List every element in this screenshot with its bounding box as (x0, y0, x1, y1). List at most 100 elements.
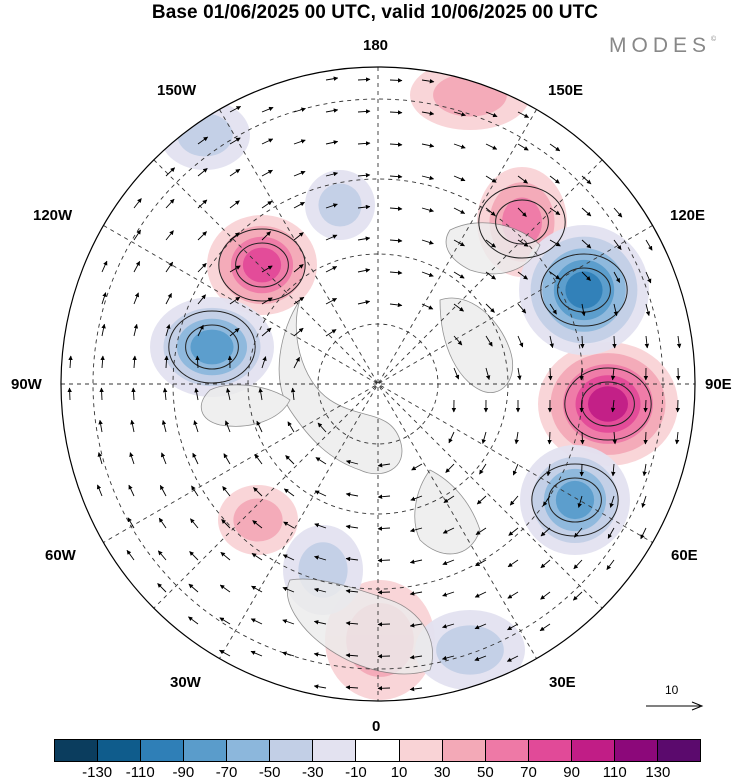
colorbar-tick-label: -90 (172, 764, 195, 781)
wind-vector-arrow (256, 420, 263, 433)
wind-vector-arrow (261, 297, 273, 305)
wind-vector-arrow (540, 527, 551, 537)
wind-vector-arrow (409, 591, 423, 596)
wind-vector-arrow (645, 239, 653, 251)
wind-vector-arrow (282, 586, 295, 593)
wind-vector-arrow (411, 463, 423, 471)
wind-vector-arrow (250, 618, 263, 625)
colorbar-tick-label: 110 (602, 764, 627, 781)
wind-vector-arrow (197, 262, 207, 273)
wind-vector-arrow (547, 431, 552, 445)
colorbar-tick-label: -50 (258, 764, 281, 781)
circulation-contour (564, 367, 652, 441)
wind-vector-arrow (645, 303, 651, 317)
wind-vector-arrow (261, 327, 272, 337)
map-title: Base 01/06/2025 00 UTC, valid 10/06/2025… (151, 2, 599, 23)
wind-vector-arrow (580, 335, 585, 349)
wind-vector-arrow (130, 419, 135, 433)
wind-vector-arrow (409, 527, 423, 533)
circulation-contour (235, 242, 289, 288)
wind-vector-arrow (507, 559, 519, 568)
wind-vector-arrow (165, 198, 175, 209)
wind-vector-arrow (485, 271, 496, 280)
wind-vector-arrow (99, 387, 104, 401)
wind-vector-arrow (345, 685, 359, 690)
wind-vector-arrow (613, 271, 621, 283)
lon-label-180: 180 (363, 37, 389, 54)
wind-vector-arrow (389, 270, 403, 275)
wind-vector-arrow (517, 367, 522, 381)
wind-vector-arrow (357, 204, 371, 210)
wind-vector-arrow (549, 335, 554, 349)
wind-vector-arrow (389, 206, 403, 211)
wind-vector-arrow (67, 387, 72, 401)
anomaly-blue-low-60E (555, 480, 595, 520)
wind-vector-arrow (640, 527, 647, 540)
lon-label-90e: 90E (705, 376, 732, 393)
lon-label-150w: 150W (157, 82, 197, 99)
wind-vector-arrow (549, 303, 557, 315)
wind-vector-arrow (283, 521, 295, 529)
wind-vector-arrow (293, 170, 306, 177)
wind-vector-arrow (549, 207, 561, 216)
wind-vector-arrow (229, 232, 240, 241)
wind-vector-arrow (126, 549, 135, 561)
wind-vector-arrow (165, 230, 174, 241)
wind-vector-arrow (197, 294, 206, 305)
wind-vector-arrow (197, 168, 208, 177)
wind-vector-arrow (357, 268, 371, 273)
wind-vector-arrow (517, 239, 529, 247)
wind-vector-arrow (101, 323, 106, 337)
wind-vector-arrow (127, 517, 135, 529)
wind-vector-arrow (421, 271, 434, 277)
wind-vector-arrow (443, 495, 455, 503)
wind-vector-arrow (226, 387, 231, 401)
wind-vector-arrow (197, 231, 207, 241)
wind-vector-arrow (261, 265, 273, 273)
wind-vector-arrow (325, 203, 338, 209)
wind-vector-arrow (162, 387, 168, 401)
wind-vector-arrow (193, 420, 199, 433)
wind-vector-arrow (610, 399, 616, 413)
wind-vector-arrow (293, 356, 300, 369)
wind-vector-arrow (485, 367, 491, 381)
lon-label-120e: 120E (670, 207, 706, 224)
colorbar-swatch (227, 740, 271, 761)
wind-vector-arrow (485, 335, 493, 347)
colorbar-tick-label: 10 (390, 764, 408, 781)
lon-label-120w: 120W (33, 207, 73, 224)
wind-vector-arrow (442, 559, 455, 566)
wind-vector-arrow (258, 387, 263, 401)
wind-vector-arrow (68, 355, 73, 369)
wind-vector-arrow (421, 239, 434, 245)
polar-map (60, 66, 696, 702)
wind-vector-arrow (223, 453, 231, 465)
circulation-contour (478, 185, 566, 259)
wind-vector-arrow (409, 559, 423, 564)
wind-vector-arrow (377, 526, 391, 531)
wind-vector-arrow (345, 459, 359, 465)
wind-vector-arrow (222, 486, 231, 497)
wind-vector-arrow (190, 518, 199, 529)
wind-vector-arrow (357, 109, 371, 114)
wind-vector-arrow (506, 655, 519, 662)
wind-vector-arrow (221, 519, 231, 529)
wind-vector-arrow (357, 141, 371, 146)
colorbar-swatch (141, 740, 185, 761)
wind-vector-arrow (410, 495, 423, 501)
wind-vector-arrow (453, 335, 463, 346)
colorbar-swatch (485, 740, 529, 761)
colorbar-swatch (614, 740, 658, 761)
wind-vector-arrow (345, 556, 359, 562)
wind-vector-arrow (165, 324, 171, 337)
wind-vector-arrow (409, 686, 423, 692)
wind-vector-arrow (282, 554, 295, 561)
meridian-line (153, 159, 603, 609)
wind-vector-arrow (357, 77, 371, 82)
wind-vector-arrow (100, 355, 105, 369)
wind-vector-arrow (453, 111, 466, 117)
wind-vector-arrow (160, 452, 167, 465)
lon-label-150e: 150E (548, 82, 584, 99)
colorbar-swatch (98, 740, 142, 761)
lon-label-90w: 90W (11, 376, 42, 393)
